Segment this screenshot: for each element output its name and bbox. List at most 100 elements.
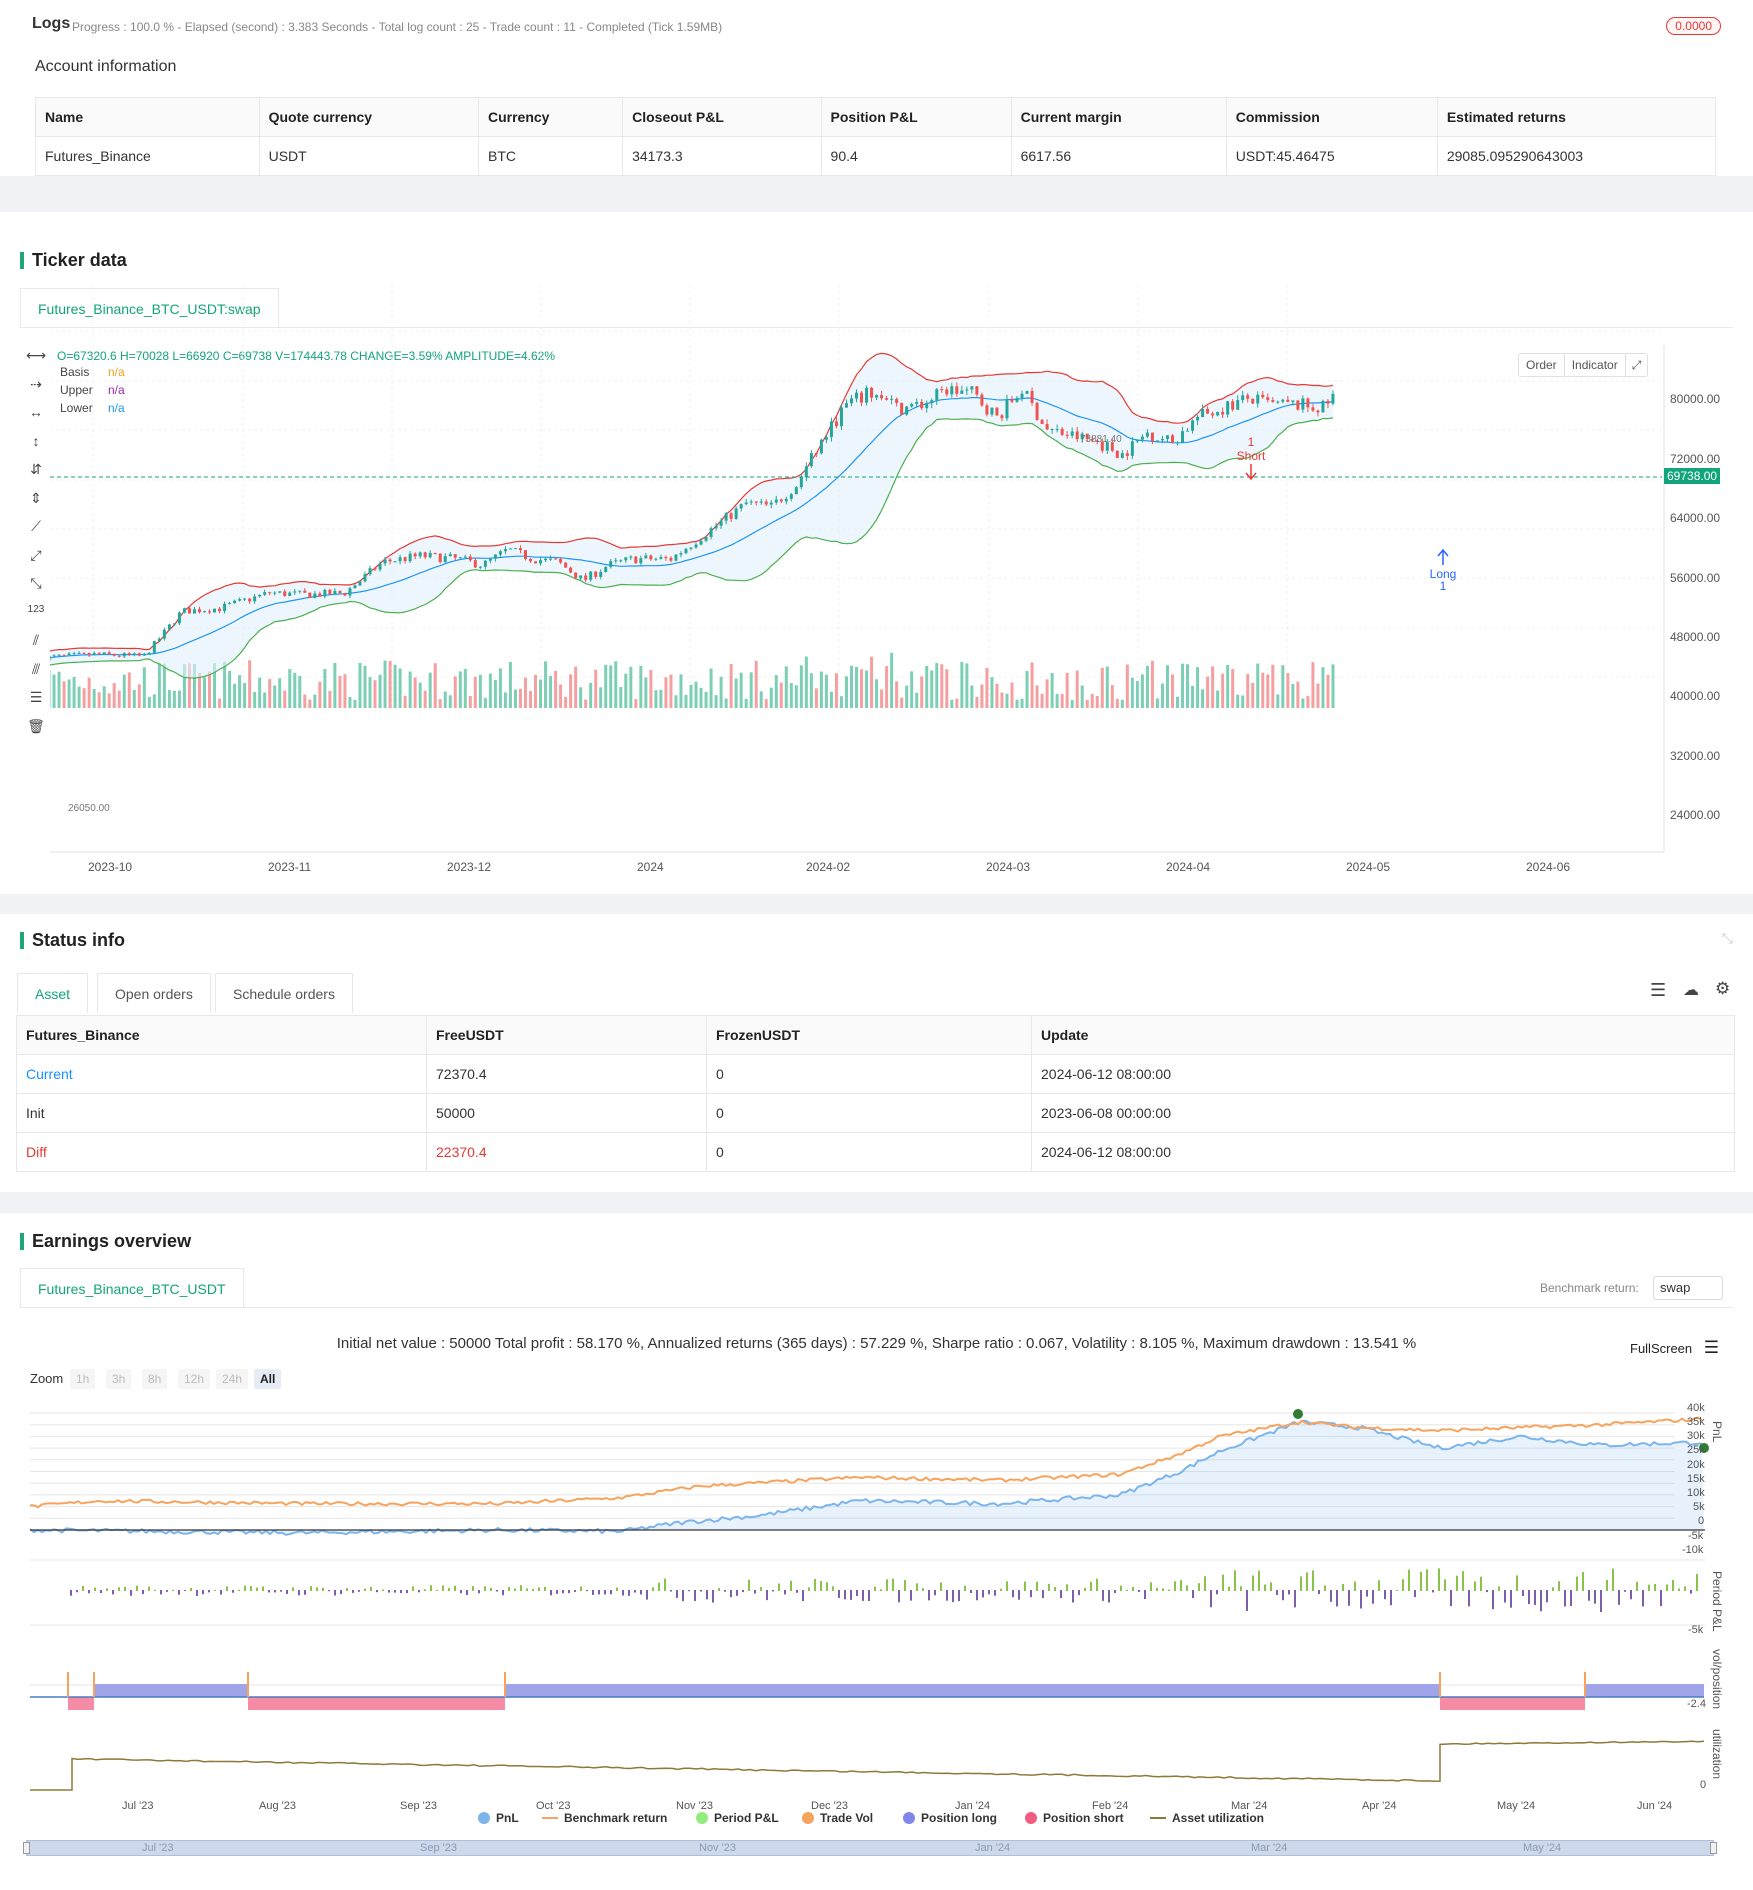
zoom-8h[interactable]: 8h [142,1369,168,1389]
fullscreen-button[interactable]: FullScreen ☰ [1630,1338,1719,1358]
earnings-chart[interactable] [0,1399,1753,1819]
parallel-channel-tool-icon[interactable]: ⫽ [32,632,40,648]
zoom-24h[interactable]: 24h [216,1369,249,1389]
list-icon[interactable]: ☰ [1650,980,1667,1000]
price-tick: 40000.00 [1670,689,1721,703]
fib-retracement-tool-icon[interactable]: ☰ [29,689,43,705]
status-cell: 0 [706,1132,1032,1172]
table-row: Diff 22370.4 0 2024-06-12 08:00:00 [16,1132,1735,1172]
legend-benchmark[interactable]: Benchmark return [542,1811,667,1825]
ray-tool-icon[interactable]: ⤢ [30,547,42,563]
date-tick: 2024-05 [1346,860,1391,874]
tab-earnings-symbol[interactable]: Futures_Binance_BTC_USDT [20,1268,244,1308]
legend-position-long[interactable]: Position long [903,1811,997,1825]
extended-trend-tool-icon[interactable]: ⤡ [30,575,42,591]
zoom-all[interactable]: All [254,1369,282,1389]
date-tick: 2023-10 [88,860,133,874]
account-cell: 90.4 [820,136,1012,176]
navigator-handle-right-icon[interactable] [1710,1842,1717,1854]
account-cell: 34173.3 [622,136,822,176]
pnl-tick: 35k [1687,1416,1705,1428]
account-col-header: Quote currency [258,97,479,137]
side-label-position: vol/position [1710,1649,1724,1710]
month-tick: Jul '23 [122,1800,154,1812]
indicator-button[interactable]: Indicator [1571,358,1618,372]
navigator-handle-left-icon[interactable] [23,1842,30,1854]
range-navigator[interactable]: Jul '23 Sep '23 Nov '23 Jan '24 Mar '24 … [23,1840,1717,1856]
short-signal-label: Short [1237,449,1266,463]
legend-period-label: Period P&L [714,1811,779,1825]
util-tick: 0 [1700,1779,1707,1791]
price-tick: 56000.00 [1670,571,1721,585]
tab-open-orders[interactable]: Open orders [97,973,211,1013]
nav-tick: May '24 [1523,1842,1562,1854]
pitchfork-tool-icon[interactable]: ⫻ [31,661,41,677]
tab-schedule-orders[interactable]: Schedule orders [215,973,353,1013]
tab-ticker-symbol[interactable]: Futures_Binance_BTC_USDT:swap [20,288,279,328]
side-label-pnl: PnL [1710,1421,1724,1443]
month-tick: Mar '24 [1231,1800,1268,1812]
side-label-util: utilization [1710,1729,1724,1780]
legend-basis-value: n/a [108,365,125,379]
account-col-header: Name [35,97,260,137]
vertical-ray-tool-icon[interactable]: ⇕ [30,490,42,506]
legend-line-icon [542,1817,558,1819]
status-cell: Current [16,1054,427,1094]
indicator-legend: Basis n/a Upper n/a Lower n/a [60,365,125,419]
status-title: Status info [20,930,125,951]
asset-table: Futures_Binance FreeUSDT FrozenUSDT Update … [16,1015,1735,1172]
tab-asset[interactable]: Asset [17,973,89,1013]
zoom-1h[interactable]: 1h [70,1369,96,1389]
pnl-tick: 25k [1687,1444,1705,1456]
long-signal-qty: 1 [1440,579,1447,593]
delete-drawings-icon[interactable]: 🗑 [27,718,45,734]
account-cell: USDT:45.46475 [1225,136,1438,176]
legend-asset-util[interactable]: Asset utilization [1150,1811,1264,1825]
candlestick-chart[interactable]: 73881.40 26050.00 1 Short Long 1 [50,282,1750,882]
collapse-icon[interactable]: ⤡ [1721,930,1733,946]
horizontal-line-tool-icon[interactable]: ⟷ [26,347,47,363]
price-label-tool-icon[interactable]: 123 [27,604,45,615]
date-tick: 2024-02 [806,860,851,874]
legend-trade-vol[interactable]: Trade Vol [802,1811,873,1825]
extended-line-tool-icon[interactable]: ↔ [29,404,43,420]
side-label-period: Period P&L [1710,1571,1724,1632]
legend-pnl-label: PnL [496,1811,519,1825]
legend-period-pnl[interactable]: Period P&L [696,1811,779,1825]
table-row: Init 50000 0 2023-06-08 00:00:00 [16,1093,1735,1133]
max-marker [1293,1409,1303,1419]
download-icon[interactable]: ☁ [1683,982,1699,999]
trend-line-tool-icon[interactable]: ⟋ [31,518,41,534]
price-tick: 80000.00 [1670,392,1721,406]
horizontal-ray-tool-icon[interactable]: ⇢ [30,376,42,392]
legend-basis-name: Basis [60,365,90,379]
status-cell: 2024-06-12 08:00:00 [1031,1132,1735,1172]
high-marker: 73881.40 [1080,434,1122,445]
long-signal-label: Long [1430,567,1457,581]
logs-title: Logs [32,15,71,32]
settings-icon[interactable]: ⚙ [1715,979,1731,998]
account-col-header: Position P&L [820,97,1012,137]
legend-position-short[interactable]: Position short [1025,1811,1124,1825]
status-cell: 2024-06-12 08:00:00 [1031,1054,1735,1094]
logs-section: Logs Progress : 100.0 % - Elapsed (secon… [0,0,1753,176]
status-col-header: Futures_Binance [16,1015,427,1055]
vertical-line-tool-icon[interactable]: ↕ [32,433,40,449]
zoom-12h[interactable]: 12h [178,1369,211,1389]
price-tick: 64000.00 [1670,511,1721,525]
account-col-header: Closeout P&L [622,97,822,137]
month-tick: Dec '23 [811,1800,848,1812]
position-tick: -2.4 [1687,1698,1706,1710]
legend-pnl[interactable]: PnL [478,1811,519,1825]
legend-util-label: Asset utilization [1172,1811,1265,1825]
benchmark-select[interactable]: swap [1653,1276,1723,1300]
menu-icon[interactable]: ☰ [1703,1338,1720,1357]
zoom-3h[interactable]: 3h [106,1369,132,1389]
order-button[interactable]: Order [1519,354,1565,376]
legend-lower-value: n/a [108,401,125,415]
cross-line-tool-icon[interactable]: ⇵ [30,461,42,477]
legend-dot-icon [903,1812,915,1824]
legend-dot-icon [802,1812,814,1824]
account-cell: 6617.56 [1010,136,1227,176]
expand-chart-icon[interactable]: ⤢ [1624,354,1648,376]
